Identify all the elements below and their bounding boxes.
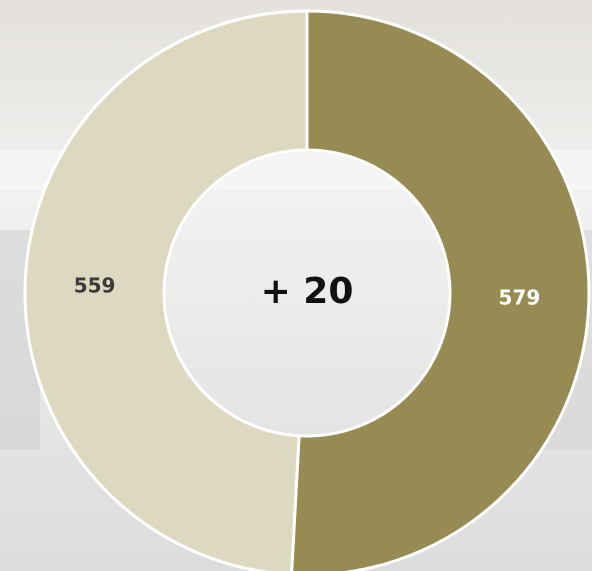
page: 579559 + 20 (() => { const data = JSON.p… — [0, 0, 592, 571]
chart: 579 559 + 20 — [0, 0, 592, 571]
data-label: 579 — [499, 285, 541, 309]
data-label: 559 — [74, 274, 116, 298]
center-label: + 20 — [261, 271, 354, 312]
